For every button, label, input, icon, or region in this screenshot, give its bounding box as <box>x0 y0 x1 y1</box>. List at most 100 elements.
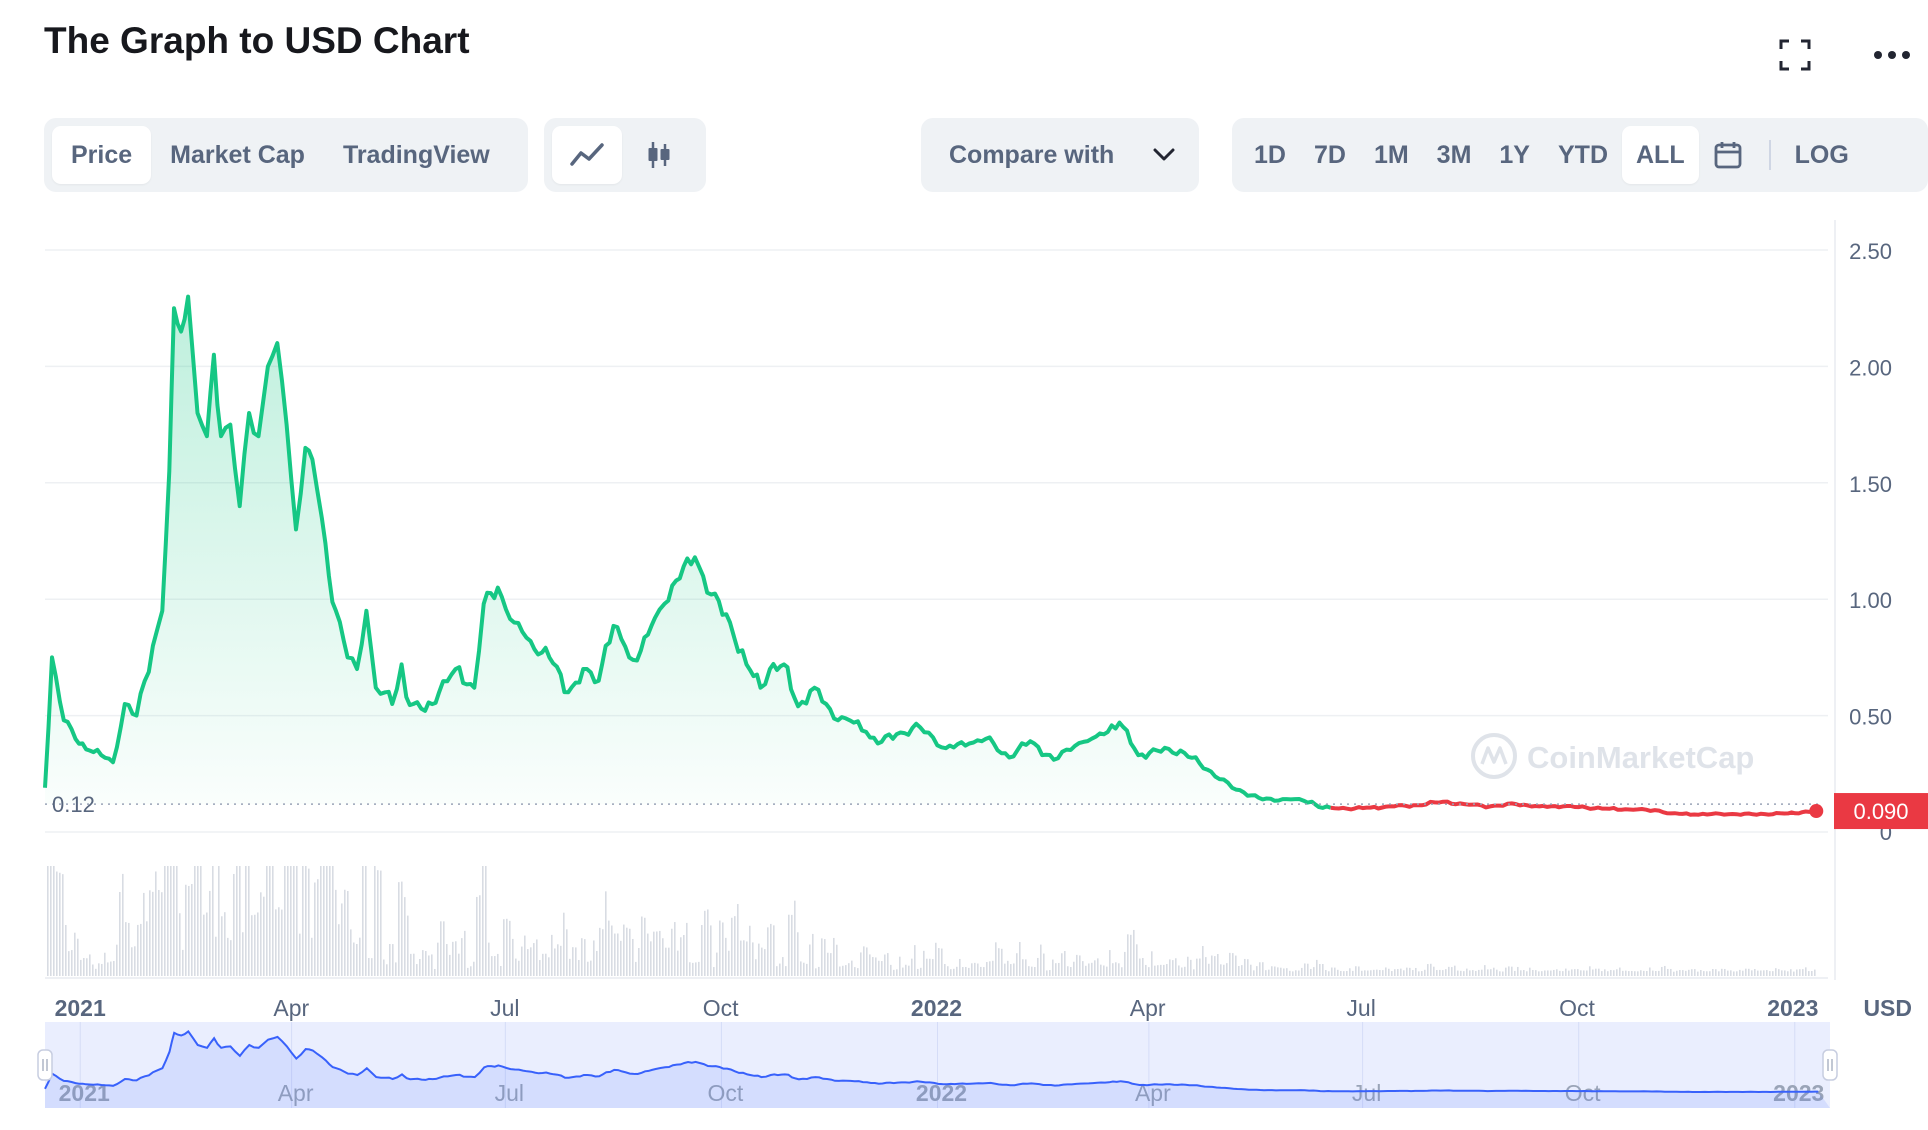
volume-bar <box>1610 969 1612 976</box>
volume-bar <box>728 950 730 976</box>
volume-bar <box>791 914 793 976</box>
volume-bar <box>1220 964 1222 976</box>
volume-bar <box>1427 964 1429 976</box>
volume-bar <box>908 965 910 976</box>
volume-bar <box>869 954 871 976</box>
volume-bar <box>416 964 418 976</box>
line-chart-button[interactable] <box>552 126 622 184</box>
volume-bar <box>1373 969 1375 976</box>
volume-bar <box>374 866 376 976</box>
navigator-handle-left[interactable] <box>37 1049 53 1081</box>
volume-bar <box>1607 971 1609 976</box>
volume-bar <box>1175 958 1177 976</box>
volume-bar <box>977 963 979 976</box>
volume-bar <box>1628 971 1630 976</box>
volume-bar <box>1592 969 1594 976</box>
tab-price[interactable]: Price <box>52 126 152 184</box>
volume-bar <box>761 947 763 976</box>
tab-market-cap[interactable]: Market Cap <box>170 140 305 169</box>
volume-bar <box>143 892 145 976</box>
volume-bar <box>74 932 76 976</box>
volume-bar <box>221 916 223 976</box>
volume-bar <box>719 920 721 976</box>
volume-bar <box>1463 971 1465 976</box>
volume-bar <box>1631 970 1633 976</box>
fullscreen-button[interactable] <box>1770 30 1820 80</box>
volume-bar <box>1676 970 1678 976</box>
volume-bar <box>551 934 553 976</box>
volume-bar <box>1571 969 1573 976</box>
compare-with-dropdown[interactable]: Compare with <box>921 118 1199 192</box>
volume-bar <box>506 918 508 976</box>
volume-bar <box>68 951 70 976</box>
volume-bar <box>665 947 667 976</box>
navigator-handle-right-grip[interactable] <box>1822 1049 1838 1081</box>
volume-bar <box>89 954 91 976</box>
volume-bar <box>341 903 343 976</box>
range-all[interactable]: ALL <box>1622 126 1699 184</box>
volume-bar <box>851 960 853 976</box>
volume-bar <box>1352 970 1354 976</box>
volume-bar <box>1661 966 1663 976</box>
volume-bar <box>971 963 973 976</box>
volume-bar <box>254 914 256 976</box>
volume-bar <box>428 955 430 976</box>
volume-bar <box>515 958 517 976</box>
volume-bar <box>617 933 619 976</box>
date-range-button[interactable] <box>1699 126 1757 184</box>
volume-bar <box>521 946 523 976</box>
volume-bar <box>974 962 976 976</box>
x-tick-label: Apr <box>273 995 309 1021</box>
range-ytd[interactable]: YTD <box>1558 140 1608 169</box>
volume-bar <box>1667 968 1669 976</box>
volume-bar <box>1343 971 1345 976</box>
volume-bar <box>782 957 784 976</box>
volume-bar <box>944 964 946 976</box>
volume-bar <box>83 958 85 976</box>
volume-bar <box>527 949 529 976</box>
volume-bar <box>797 932 799 976</box>
range-1d[interactable]: 1D <box>1254 140 1286 169</box>
volume-bar <box>1406 967 1408 976</box>
volume-bar <box>911 958 913 976</box>
more-options-button[interactable] <box>1867 30 1917 80</box>
navigator-area <box>45 1031 1830 1108</box>
volume-bar <box>1778 969 1780 976</box>
tab-tradingview[interactable]: TradingView <box>342 140 490 169</box>
x-tick-label: Oct <box>1559 995 1595 1021</box>
volume-bar <box>329 866 331 976</box>
log-scale-toggle[interactable]: LOG <box>1794 140 1849 169</box>
range-1m[interactable]: 1M <box>1373 140 1409 169</box>
volume-bar <box>1439 969 1441 976</box>
volume-bar <box>1082 961 1084 976</box>
volume-bar <box>50 866 52 976</box>
volume-bar <box>1250 964 1252 976</box>
volume-bar <box>1034 967 1036 976</box>
volume-bar <box>164 866 166 976</box>
volume-bar <box>305 866 307 976</box>
volume-bar <box>794 900 796 976</box>
range-1y[interactable]: 1Y <box>1499 140 1530 169</box>
volume-bar <box>662 938 664 976</box>
volume-bar <box>1037 957 1039 976</box>
x-tick-label: Apr <box>1130 995 1166 1021</box>
volume-bar <box>683 935 685 976</box>
volume-bar <box>1436 970 1438 976</box>
volume-bar <box>722 922 724 976</box>
volume-bar <box>1586 970 1588 976</box>
volume-bar <box>548 957 550 976</box>
volume-bar <box>941 948 943 976</box>
volume-bar <box>854 967 856 976</box>
candlestick-button[interactable] <box>622 126 696 184</box>
volume-bar <box>92 964 94 976</box>
range-7d[interactable]: 7D <box>1313 140 1346 169</box>
range-3m[interactable]: 3M <box>1436 140 1472 169</box>
navigator-handle-left-grip[interactable] <box>37 1049 53 1081</box>
volume-bar <box>1376 969 1378 976</box>
volume-bar <box>1193 969 1195 976</box>
volume-bar <box>470 966 472 976</box>
navigator-handle-right[interactable] <box>1822 1049 1838 1081</box>
volume-bar <box>893 969 895 976</box>
volume-bar <box>1346 971 1348 976</box>
volume-bar <box>140 923 142 976</box>
